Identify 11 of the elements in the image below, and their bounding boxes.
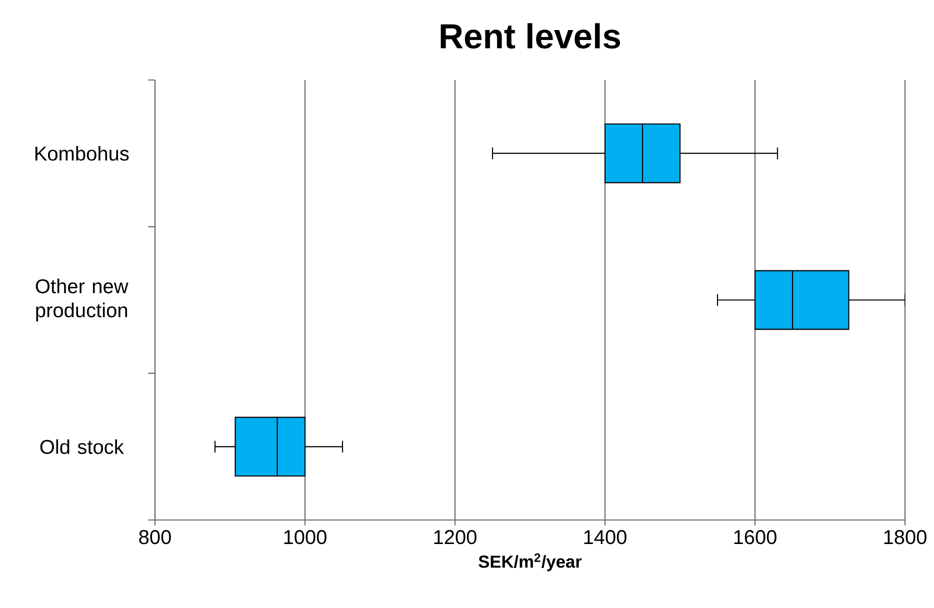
y-tick-label: Kombohus — [35, 146, 129, 161]
x-tick-label: 1200 — [434, 530, 476, 544]
y-tick-label: Other new production — [36, 278, 128, 322]
x-tick-label: 1800 — [884, 530, 926, 544]
x-tick-label: 1600 — [734, 530, 776, 544]
x-axis-title: SEK/m$^{2}$/year — [478, 553, 582, 572]
x-tick-label: 1400 — [584, 530, 626, 544]
x-tick-label: 800 — [139, 530, 171, 544]
x-tick-label: 1000 — [284, 530, 326, 544]
y-tick-label: Old stock — [40, 439, 124, 454]
chart-title: Rent levels — [440, 23, 620, 49]
